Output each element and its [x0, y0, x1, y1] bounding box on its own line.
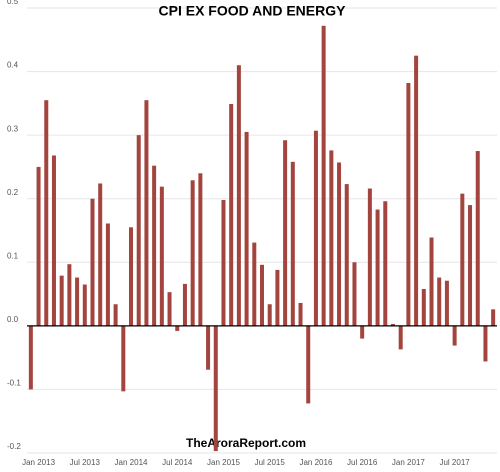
bar	[244, 131, 249, 326]
bar	[483, 325, 488, 362]
bar	[260, 264, 264, 326]
bar	[67, 264, 72, 326]
bar	[252, 242, 257, 326]
x-tick-label: Jan 2013	[22, 458, 55, 467]
bar	[105, 223, 110, 326]
bar	[90, 198, 95, 326]
bar	[383, 201, 388, 326]
bar	[159, 186, 164, 326]
bar	[59, 275, 64, 326]
bar	[406, 83, 411, 326]
bar	[329, 150, 334, 326]
x-tick-label: Jan 2015	[207, 458, 240, 467]
bar	[206, 325, 211, 370]
bar	[221, 199, 226, 326]
bar	[290, 161, 295, 326]
bar	[321, 25, 326, 326]
bar	[398, 325, 403, 350]
bar	[452, 325, 457, 346]
bar	[444, 280, 449, 326]
bar	[213, 325, 218, 452]
bar	[367, 188, 372, 326]
bar	[360, 325, 365, 339]
bar	[437, 277, 442, 326]
y-tick-label: 0.5	[7, 0, 19, 6]
y-tick-label: 0.1	[7, 251, 19, 260]
y-tick-label: 0.0	[7, 315, 19, 324]
bar	[152, 165, 157, 326]
bar	[344, 184, 349, 326]
y-tick-label: 0.4	[7, 61, 19, 70]
x-tick-label: Jul 2015	[255, 458, 286, 467]
bar	[229, 103, 234, 326]
bar	[144, 100, 149, 326]
x-tick-label: Jul 2016	[347, 458, 378, 467]
bar	[198, 173, 203, 326]
y-tick-label: -0.1	[7, 379, 21, 388]
bar	[375, 209, 380, 326]
x-tick-label: Jan 2014	[115, 458, 148, 467]
bar	[298, 302, 303, 326]
bar	[28, 325, 33, 390]
chart-title: CPI EX FOOD AND ENERGY	[159, 3, 347, 19]
y-tick-label: 0.2	[7, 188, 19, 197]
bar	[491, 309, 496, 326]
bar	[44, 100, 49, 326]
bar	[352, 262, 357, 326]
x-tick-label: Jan 2017	[392, 458, 425, 467]
x-tick-label: Jul 2014	[162, 458, 193, 467]
y-tick-label: 0.3	[7, 124, 19, 133]
bar	[190, 180, 195, 326]
y-tick-label: -0.2	[7, 442, 21, 451]
bar	[75, 277, 80, 326]
bar	[267, 304, 272, 326]
bar	[429, 237, 434, 326]
bar	[390, 323, 395, 326]
bar	[113, 304, 118, 326]
bar	[167, 292, 172, 326]
footer: TheAroraReport.com	[186, 436, 306, 450]
x-tick-label: Jul 2013	[70, 458, 101, 467]
bar	[129, 227, 134, 326]
bar	[421, 288, 426, 326]
bar	[475, 151, 480, 326]
bar	[283, 140, 288, 326]
bar	[98, 183, 103, 326]
bar	[468, 205, 473, 326]
bar	[275, 269, 280, 326]
x-tick-label: Jul 2017	[439, 458, 470, 467]
bar	[182, 283, 187, 326]
x-tick-label: Jan 2016	[299, 458, 332, 467]
bar	[460, 193, 465, 326]
bar	[337, 162, 342, 326]
bar	[51, 155, 56, 326]
bar	[306, 325, 311, 404]
bar	[175, 325, 180, 331]
bar	[36, 166, 41, 326]
bar	[236, 65, 241, 326]
bar	[136, 135, 141, 326]
bar	[313, 130, 318, 326]
bar	[121, 325, 126, 392]
bar	[414, 55, 419, 326]
bar	[82, 284, 87, 326]
